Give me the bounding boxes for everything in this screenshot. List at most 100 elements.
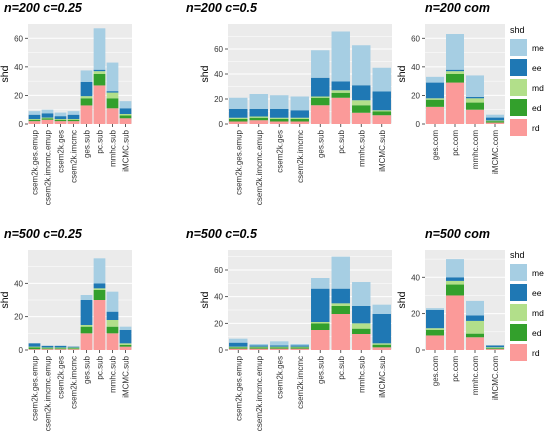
bar-segment-ed-5 xyxy=(331,92,350,98)
bar-segment-ed-6 xyxy=(352,105,371,113)
chart-panel-3: n=200 com 0 20 40 60 shd ges.com pc.com mmhc.com… xyxy=(396,1,505,174)
bar-segment-ee-3 xyxy=(67,114,80,119)
bar-segment-me-5 xyxy=(93,258,106,284)
legend-swatch-ee xyxy=(510,59,527,76)
bar-segment-me-1 xyxy=(249,344,268,346)
bar-segment-ee-3 xyxy=(486,117,504,121)
bar-segment-md-3 xyxy=(290,117,309,119)
bar-segment-ee-2 xyxy=(466,315,484,321)
bar-segment-ee-6 xyxy=(352,306,371,324)
legend-label: ee xyxy=(532,63,542,73)
bar-segment-ee-2 xyxy=(270,109,289,118)
y-tick-label: 40 xyxy=(214,70,223,79)
bar-segment-md-2 xyxy=(270,117,289,119)
bar-segment-me-0 xyxy=(426,76,444,83)
chart-panel-5: n=500 c=0.5 0 20 40 60 shd csem2k.ges.emup csem… xyxy=(186,227,392,431)
y-tick-label: 40 xyxy=(14,63,23,72)
bar-segment-ee-0 xyxy=(28,114,41,119)
bar-segment-me-6 xyxy=(106,62,119,92)
x-tick-label: pc.com xyxy=(451,356,460,382)
bar-segment-rd-0 xyxy=(426,106,444,124)
bar-segment-ee-0 xyxy=(229,342,248,347)
bar-segment-me-0 xyxy=(426,308,444,310)
x-tick-label: iMCMC.com xyxy=(491,356,500,400)
bar-segment-ed-2 xyxy=(270,347,289,349)
x-tick-label: ges.sub xyxy=(316,355,325,384)
legend-label: md xyxy=(532,308,544,318)
y-axis-label: shd xyxy=(396,65,408,82)
bar-segment-md-3 xyxy=(67,347,80,349)
bar-segment-ed-7 xyxy=(372,111,391,116)
bar-segment-ee-4 xyxy=(311,77,330,97)
bar-segment-ee-4 xyxy=(80,300,93,325)
x-tick-label: pc.sub xyxy=(96,129,105,153)
bar-segment-ee-2 xyxy=(54,345,67,348)
x-tick-label: csem2k.imcmc xyxy=(70,356,79,409)
bar-segment-md-0 xyxy=(28,119,41,120)
bar-segment-me-5 xyxy=(331,31,350,82)
panel-title: n=500 c=0.5 xyxy=(186,227,258,241)
y-tick-label: 0 xyxy=(219,120,224,129)
x-tick-label: csem2k.imcmc.emup xyxy=(255,355,264,431)
bar-segment-ed-1 xyxy=(446,284,464,296)
x-tick-label: mmhc.sub xyxy=(109,129,118,166)
bar-segment-md-0 xyxy=(426,328,444,330)
y-tick-label: 60 xyxy=(14,34,23,43)
bar-segment-rd-4 xyxy=(80,105,93,124)
bar-segment-me-7 xyxy=(372,67,391,92)
bar-segment-ed-1 xyxy=(41,118,54,120)
bar-segment-rd-7 xyxy=(372,347,391,350)
bar-segment-md-2 xyxy=(270,346,289,348)
legend-swatch-rd xyxy=(510,119,527,136)
panel-title: n=200 com xyxy=(425,1,490,15)
bar-segment-me-0 xyxy=(229,97,248,109)
bar-segment-ed-2 xyxy=(54,119,67,122)
y-axis-label: shd xyxy=(199,65,211,82)
bar-segment-ee-0 xyxy=(426,310,444,329)
bar-segment-md-0 xyxy=(229,117,248,119)
bar-segment-ee-6 xyxy=(352,85,371,101)
y-axis-label: shd xyxy=(396,291,408,308)
legend-swatch-me xyxy=(510,264,527,281)
panel-title: n=500 c=0.25 xyxy=(4,227,83,241)
bar-segment-rd-0 xyxy=(229,121,248,124)
x-tick-label: ges.sub xyxy=(316,129,325,158)
bar-segment-ed-5 xyxy=(93,74,106,86)
bar-segment-me-4 xyxy=(311,50,330,78)
bar-segment-ee-6 xyxy=(106,311,119,320)
y-tick-label: 40 xyxy=(14,279,23,288)
bar-segment-ee-2 xyxy=(54,116,67,119)
x-tick-label: csem2k.ges.emup xyxy=(234,129,243,194)
x-tick-label: iMCMC.com xyxy=(491,130,500,174)
bar-segment-ed-6 xyxy=(106,326,119,334)
bar-segment-md-4 xyxy=(311,322,330,324)
bar-segment-me-0 xyxy=(229,338,248,343)
bar-segment-ee-7 xyxy=(372,91,391,111)
x-tick-label: mmhc.sub xyxy=(109,355,118,392)
bar-segment-md-1 xyxy=(446,280,464,285)
bar-segment-me-1 xyxy=(446,259,464,278)
bar-segment-md-2 xyxy=(466,320,484,334)
bar-segment-ee-3 xyxy=(290,345,309,347)
y-tick-label: 20 xyxy=(14,313,23,322)
legend-swatch-rd xyxy=(510,344,527,361)
x-tick-label: pc.sub xyxy=(337,129,346,153)
bar-segment-ee-7 xyxy=(119,330,132,344)
bar-segment-ee-0 xyxy=(28,343,41,347)
legend-title: shd xyxy=(510,25,525,35)
x-tick-label: csem2k.ges xyxy=(275,356,284,399)
y-tick-label: 60 xyxy=(214,266,223,275)
bar-segment-rd-5 xyxy=(331,97,350,124)
legend-label: ee xyxy=(532,288,542,298)
bar-segment-me-1 xyxy=(41,109,54,114)
bar-segment-me-2 xyxy=(466,300,484,316)
x-tick-label: csem2k.imcmc.emup xyxy=(44,355,53,431)
bar-segment-me-4 xyxy=(311,278,330,289)
bar-segment-rd-7 xyxy=(372,115,391,124)
x-tick-label: csem2k.ges xyxy=(275,130,284,173)
bar-segment-ed-7 xyxy=(119,115,132,119)
bar-segment-md-7 xyxy=(119,114,132,116)
bar-segment-rd-3 xyxy=(486,349,504,350)
